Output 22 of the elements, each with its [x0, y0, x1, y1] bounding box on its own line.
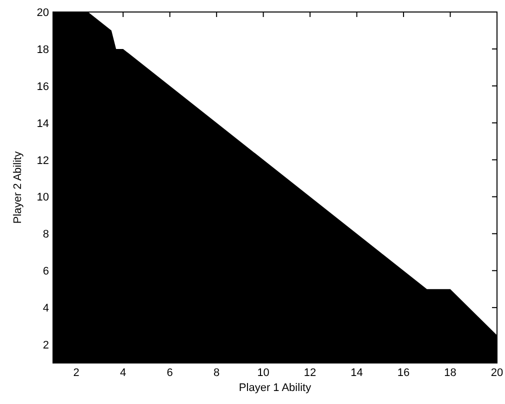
y-tick-label: 18 — [36, 44, 49, 56]
x-tick-label: 12 — [304, 367, 316, 379]
y-tick-label: 16 — [36, 80, 49, 93]
y-tick-label: 12 — [36, 154, 49, 167]
x-tick-label: 20 — [490, 367, 504, 379]
x-tick-label: 8 — [214, 367, 220, 379]
y-tick-label: 14 — [36, 118, 49, 130]
y-tick-label: 20 — [36, 7, 49, 19]
y-tick-label: 8 — [42, 228, 49, 241]
y-tick-label: 2 — [42, 340, 49, 352]
x-axis-title: Player 1 Ability — [238, 382, 312, 394]
x-tick-label: 10 — [257, 367, 270, 379]
x-tick-label: 14 — [350, 367, 363, 379]
y-tick-label: 4 — [42, 302, 49, 315]
y-tick-label: 6 — [42, 266, 49, 278]
y-axis-title: Player 2 Ability — [12, 150, 24, 224]
x-tick-label: 6 — [166, 367, 173, 379]
x-tick-label: 16 — [397, 367, 410, 379]
x-tick-label: 2 — [73, 367, 80, 379]
x-tick-label: 18 — [444, 367, 456, 379]
y-tick-label: 10 — [36, 192, 49, 204]
x-tick-label: 4 — [120, 367, 126, 379]
